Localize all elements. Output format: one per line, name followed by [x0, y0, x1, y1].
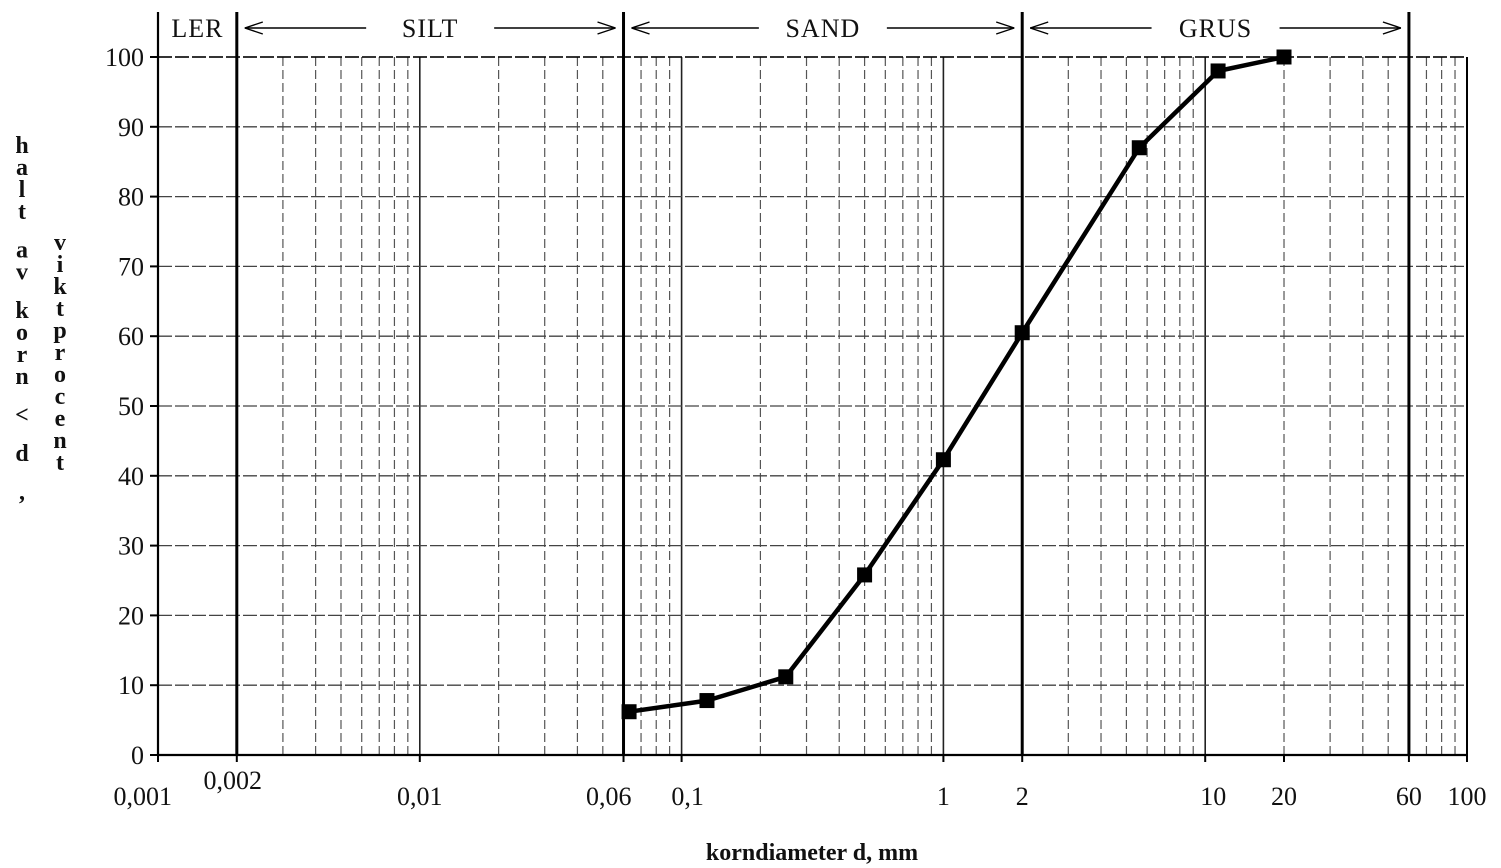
y-tick-label: 10: [118, 671, 144, 700]
x-tick-label: 10: [1200, 782, 1226, 811]
y-title-left-char: ,: [19, 480, 25, 506]
axes: [150, 12, 1468, 762]
fraction-arrowhead-left: [1029, 21, 1049, 35]
y-title-right-char: t: [56, 450, 64, 476]
fraction-label: SAND: [785, 14, 860, 43]
grading-curve-line: [628, 54, 1285, 714]
y-tick-label: 20: [118, 601, 144, 630]
x-tick-label: 2: [1016, 782, 1029, 811]
y-tick-label: 50: [118, 392, 144, 421]
y-title-right-char: n: [53, 428, 66, 454]
data-point: [621, 704, 637, 720]
fraction-label: GRUS: [1179, 14, 1252, 43]
y-title-right-char: i: [57, 252, 64, 278]
y-tick-labels: 0 10 20 30 40 50 60 70 80 90 100: [105, 43, 144, 770]
y-title-right-char: k: [53, 274, 67, 300]
y-tick-label: 0: [131, 741, 144, 770]
y-title-left-char: v: [16, 260, 28, 286]
data-point: [778, 669, 794, 685]
x-axis-title: korndiameter d, mm: [706, 840, 918, 866]
data-point: [857, 567, 873, 583]
fraction-arrowhead-left: [631, 21, 650, 35]
x-tick-label: 0,01: [397, 782, 443, 811]
y-title-right-char: o: [54, 362, 66, 388]
y-tick-label: 40: [118, 462, 144, 491]
y-title-left-char: <: [15, 403, 29, 429]
y-tick-label: 70: [118, 252, 144, 281]
y-tick-label: 80: [118, 183, 144, 212]
x-tick-label: 20: [1271, 782, 1297, 811]
fraction-arrowhead-right: [1382, 21, 1402, 35]
y-tick-label: 100: [105, 43, 144, 72]
y-title-left-char: k: [15, 298, 29, 324]
y-title-right-char: e: [55, 406, 66, 432]
data-point: [699, 693, 715, 709]
y-title-left-char: o: [16, 320, 28, 346]
y-title-left-char: h: [15, 133, 28, 159]
x-tick-label: 0,06: [586, 782, 632, 811]
y-title-right-char: r: [55, 340, 66, 366]
fraction-bands: LER SILT SAND GRUS: [171, 14, 1402, 43]
y-title-right-char: p: [53, 318, 66, 344]
data-point: [1276, 49, 1292, 65]
data-point: [1131, 140, 1147, 156]
x-tick-label: 0,001: [114, 782, 173, 811]
x-tick-labels: 0,001 0,002 0,01 0,06 0,1 1 2 10 20 60 100: [114, 766, 1487, 811]
y-title-left-char: r: [17, 342, 28, 368]
fraction-arrowhead-left: [244, 21, 264, 35]
y-title-left-char: t: [18, 199, 26, 225]
data-point: [1014, 325, 1030, 341]
y-title-right-char: c: [55, 384, 66, 410]
y-title-left-char: n: [15, 364, 28, 390]
y-title-left-char: l: [19, 177, 26, 203]
x-tick-label: 0,002: [204, 766, 263, 795]
fraction-arrowhead-right: [597, 21, 616, 35]
x-tick-label: 60: [1396, 782, 1422, 811]
data-point: [935, 452, 951, 468]
y-tick-label: 60: [118, 322, 144, 351]
x-tick-label: 1: [937, 782, 950, 811]
x-tick-label: 0,1: [671, 782, 704, 811]
y-tick-label: 30: [118, 532, 144, 561]
data-point: [1210, 63, 1226, 79]
y-title-left-char: a: [16, 155, 28, 181]
fraction-arrowhead-right: [995, 21, 1015, 35]
y-tick-label: 90: [118, 113, 144, 142]
y-title-right-char: t: [56, 296, 64, 322]
x-tick-label: 100: [1448, 782, 1487, 811]
y-title-left-char: a: [16, 238, 28, 264]
series-layer: [621, 49, 1292, 720]
fraction-label: SILT: [402, 14, 459, 43]
y-title-right-char: v: [54, 230, 66, 256]
fraction-label: LER: [171, 14, 223, 43]
y-title-left-char: d: [15, 441, 29, 467]
